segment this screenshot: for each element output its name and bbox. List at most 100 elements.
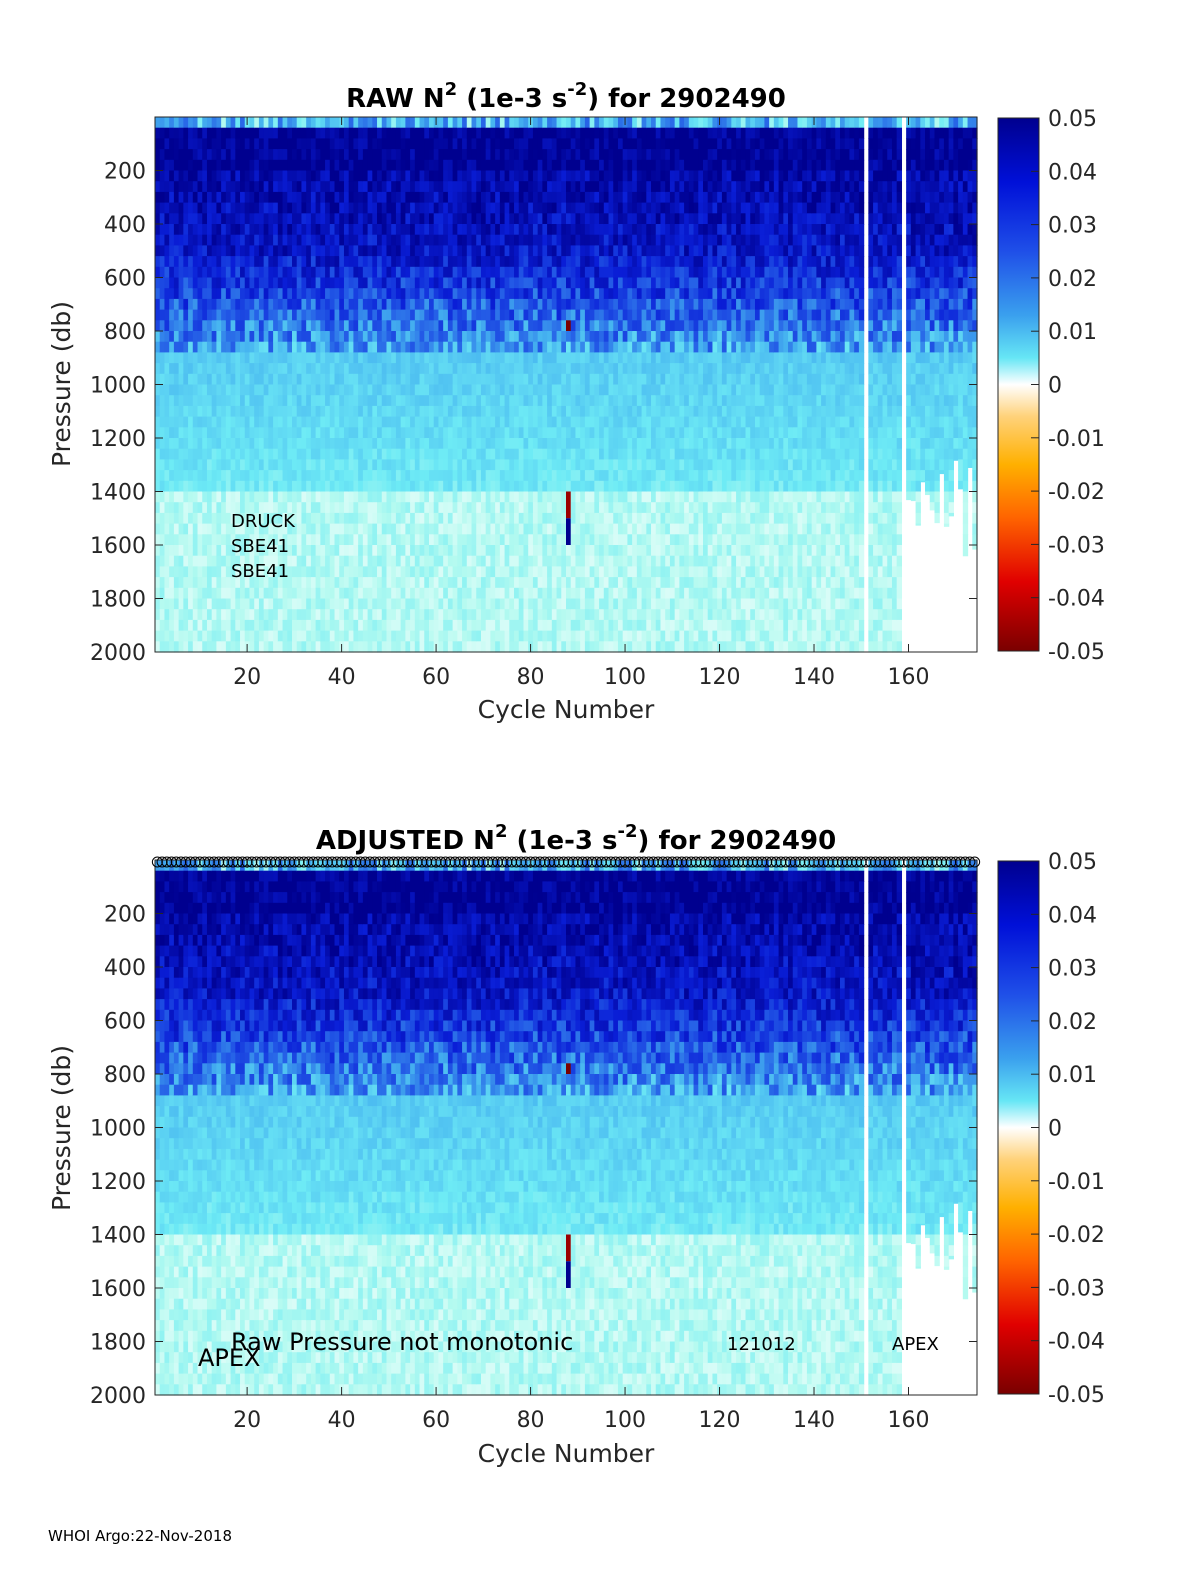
heat-cell (523, 587, 529, 600)
heat-cell (197, 288, 203, 300)
heat-cell (466, 502, 473, 514)
heat-cell (622, 491, 629, 503)
heat-cell (178, 395, 184, 407)
heat-cell (287, 341, 293, 353)
heat-cell (240, 234, 246, 246)
heat-cell (362, 384, 369, 396)
heat-cell (551, 331, 558, 343)
heat-cell (537, 256, 543, 268)
heat-cell (372, 395, 378, 407)
heat-cell (485, 566, 492, 578)
heat-cell (551, 448, 558, 460)
heat-cell (353, 277, 359, 289)
heat-cell (235, 609, 241, 621)
heat-cell (240, 491, 246, 503)
heat-cell (325, 555, 331, 567)
heat-cell (377, 170, 383, 182)
heat-cell (414, 619, 421, 632)
heat-cell (169, 149, 175, 161)
heat-cell (490, 502, 496, 514)
heat-cell (518, 256, 525, 268)
heat-cell (192, 502, 199, 514)
heat-cell (192, 405, 199, 418)
heat-cell (424, 320, 430, 332)
heat-cell (400, 181, 406, 193)
heat-cell (206, 427, 213, 439)
heat-cell (339, 181, 345, 193)
heat-cell (419, 331, 425, 343)
heat-cell (197, 127, 203, 139)
heat-cell (509, 405, 515, 418)
heat-cell (315, 202, 321, 214)
heat-cell (556, 577, 562, 589)
heat-cell (169, 577, 175, 589)
heat-cell (183, 191, 189, 204)
heat-cell (457, 395, 463, 407)
heat-cell (400, 320, 406, 332)
heat-cell (173, 384, 180, 396)
heat-cell (188, 256, 194, 268)
heat-cell (192, 266, 199, 279)
heat-cell (183, 288, 189, 300)
heat-cell (617, 159, 624, 172)
heat-cell (580, 170, 586, 182)
heat-cell (410, 224, 416, 236)
heat-cell (575, 373, 581, 386)
heat-cell (358, 245, 364, 257)
heat-cell (575, 555, 581, 567)
heat-cell (419, 352, 425, 364)
heat-cell (230, 298, 236, 311)
heat-cell (254, 416, 260, 428)
heat-cell (254, 534, 260, 546)
heat-cell (499, 566, 506, 578)
heat-cell (405, 459, 411, 471)
heat-cell (580, 245, 586, 257)
heat-cell (447, 630, 454, 642)
heat-cell (211, 266, 218, 279)
heat-cell (419, 609, 425, 621)
heat-cell (613, 395, 619, 407)
heat-cell (306, 566, 312, 578)
heat-cell (339, 534, 345, 546)
heat-cell (480, 523, 487, 535)
heat-cell (480, 363, 487, 375)
heat-cell (287, 470, 293, 482)
heat-cell (537, 363, 543, 375)
heat-cell (551, 480, 558, 493)
heat-cell (211, 470, 218, 482)
heat-cell (249, 373, 255, 386)
heat-cell (320, 213, 326, 225)
heat-cell (504, 566, 510, 578)
heat-cell (263, 448, 269, 460)
heat-cell (551, 277, 558, 289)
heat-cell (192, 619, 199, 632)
heat-cell (164, 534, 170, 546)
heat-cell (343, 331, 350, 343)
heat-cell (613, 363, 619, 375)
heat-cell (613, 352, 619, 364)
heat-cell (197, 352, 203, 364)
heat-cell (183, 266, 189, 279)
heat-cell (367, 149, 373, 161)
heat-cell (329, 266, 336, 279)
heat-cell (320, 159, 326, 172)
heat-cell (183, 480, 189, 493)
heat-cell (310, 309, 317, 321)
heat-cell (599, 502, 605, 514)
heat-cell (287, 245, 293, 257)
heat-cell (173, 438, 180, 450)
heat-cell (594, 298, 600, 311)
heat-cell (466, 566, 473, 578)
heat-cell (164, 545, 170, 557)
heat-cell (599, 127, 605, 139)
heat-cell (410, 159, 416, 172)
heat-cell (594, 138, 600, 150)
heat-cell (471, 191, 477, 204)
heat-cell (211, 245, 218, 257)
heat-cell (551, 416, 558, 428)
heat-cell (273, 149, 279, 161)
heat-cell (282, 159, 288, 172)
heat-cell (173, 405, 180, 418)
heat-cell (490, 181, 496, 193)
heat-cell (235, 641, 241, 653)
